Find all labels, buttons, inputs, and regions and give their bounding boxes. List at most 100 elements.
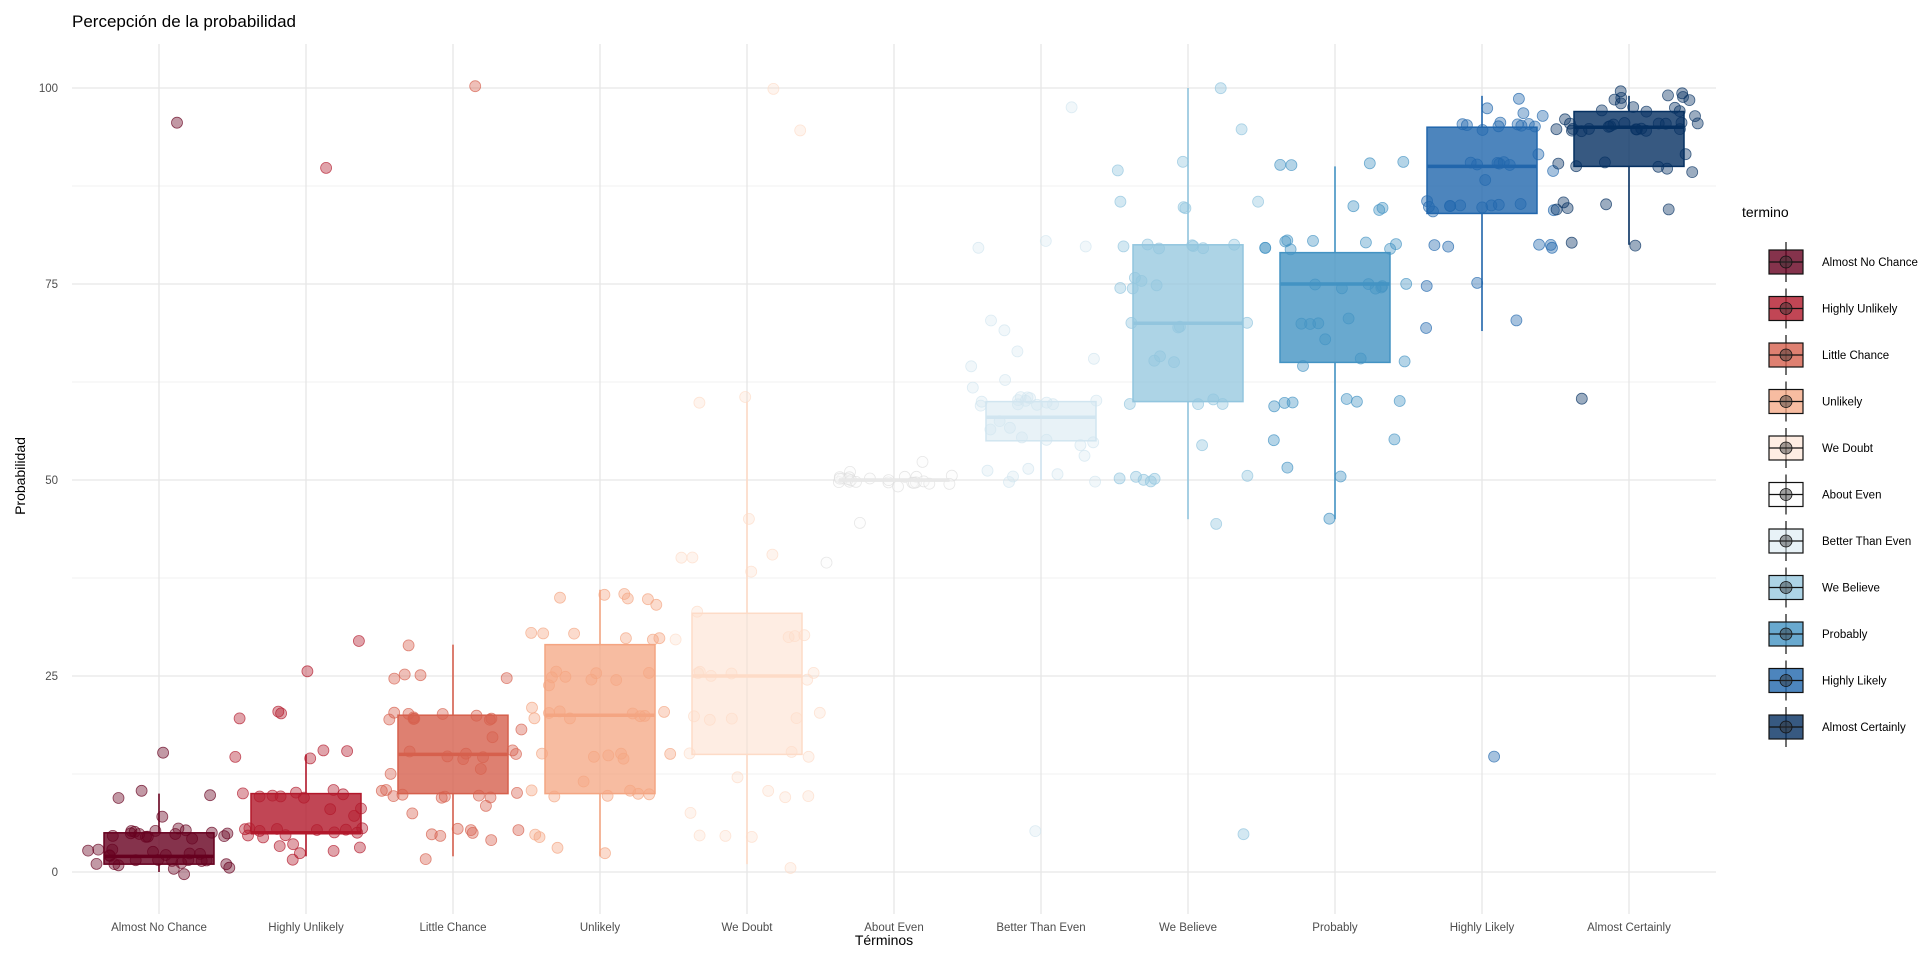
data-point (1360, 236, 1372, 249)
data-point (779, 791, 792, 804)
boxes-layer (103, 88, 1685, 872)
data-point (974, 399, 987, 412)
data-point (218, 830, 231, 842)
data-point (794, 124, 807, 137)
data-point (966, 381, 979, 394)
data-point (1111, 164, 1124, 177)
box-rect (544, 643, 656, 795)
x-tick-label: Almost No Chance (111, 922, 207, 934)
data-point (1065, 101, 1078, 114)
legend-key-point (1779, 581, 1793, 594)
data-point (1039, 235, 1052, 247)
data-point (739, 391, 752, 403)
data-point (1686, 166, 1699, 179)
data-point (1114, 195, 1127, 208)
data-point (1235, 123, 1248, 136)
x-tick-label: Unlikely (580, 922, 621, 934)
data-point (1676, 87, 1689, 100)
data-point (1323, 512, 1336, 525)
data-point (1274, 158, 1287, 171)
legend-key-point (1779, 488, 1793, 501)
data-point (766, 548, 779, 561)
data-point (620, 632, 632, 645)
y-axis-ticks: 0 25 50 75 100 (39, 83, 58, 879)
data-point (273, 840, 286, 852)
data-point (398, 668, 411, 681)
x-axis-title: Términos (855, 932, 913, 948)
data-point (1279, 235, 1292, 248)
data-point (802, 750, 815, 763)
data-point (272, 705, 285, 718)
x-tick-label: Better Than Even (996, 922, 1085, 934)
x-tick-label: Probably (1312, 922, 1358, 934)
y-tick-label: 75 (45, 279, 58, 291)
legend-label: Unlikely (1822, 397, 1863, 409)
data-point (384, 768, 397, 780)
y-tick-label: 100 (39, 83, 58, 95)
data-point (1148, 472, 1161, 485)
data-point (1662, 89, 1674, 102)
data-point (1390, 238, 1402, 251)
data-point (1351, 395, 1363, 408)
data-point (1517, 107, 1530, 120)
chart-title: Percepción de la probabilidad (72, 12, 296, 31)
box-rect (1426, 126, 1538, 215)
data-point (1561, 202, 1574, 215)
data-point (1471, 276, 1484, 289)
data-point (352, 635, 365, 647)
data-point (112, 792, 125, 804)
data-point (375, 784, 388, 797)
box-rect (250, 792, 362, 834)
data-point (301, 665, 314, 678)
data-point (1428, 239, 1441, 252)
data-point (402, 639, 415, 652)
data-point (1533, 238, 1545, 251)
data-point (745, 565, 758, 578)
data-point (466, 827, 479, 839)
data-point (1196, 439, 1208, 452)
data-point (537, 627, 550, 640)
data-point (1689, 110, 1701, 122)
data-point (286, 853, 299, 866)
data-point (229, 751, 242, 763)
data-point (1252, 195, 1264, 208)
data-point (157, 746, 170, 759)
data-point (1510, 314, 1523, 327)
data-point (1442, 240, 1455, 253)
data-point (1214, 82, 1227, 95)
data-point (551, 841, 564, 854)
data-point (664, 748, 677, 760)
data-point (327, 845, 340, 857)
x-tick-label: Little Chance (419, 922, 486, 934)
data-point (568, 627, 580, 640)
data-point (985, 314, 997, 327)
data-point (1011, 345, 1024, 358)
data-point (1481, 102, 1494, 115)
data-point (469, 80, 482, 93)
box-rect (1573, 110, 1685, 168)
data-point (1677, 91, 1689, 103)
data-point (1051, 468, 1064, 481)
data-point (178, 868, 191, 881)
x-tick-label: Highly Likely (1450, 922, 1515, 934)
legend-label: Almost Certainly (1822, 722, 1906, 734)
data-point (1088, 352, 1100, 365)
data-point (1286, 396, 1299, 409)
data-point (515, 723, 528, 736)
data-point (642, 593, 654, 606)
data-point (1029, 825, 1042, 837)
data-point (784, 862, 797, 874)
data-point (1267, 434, 1280, 447)
data-point (675, 551, 688, 564)
data-point (510, 748, 522, 760)
data-point (511, 787, 523, 799)
y-tick-label: 50 (45, 475, 58, 487)
data-point (1340, 393, 1353, 405)
legend-label: Probably (1822, 629, 1868, 641)
data-point (1552, 157, 1565, 170)
legend-key-point (1779, 720, 1793, 734)
data-point (998, 324, 1011, 337)
box-rect (985, 400, 1097, 442)
data-point (90, 858, 103, 870)
data-point (1241, 469, 1254, 482)
